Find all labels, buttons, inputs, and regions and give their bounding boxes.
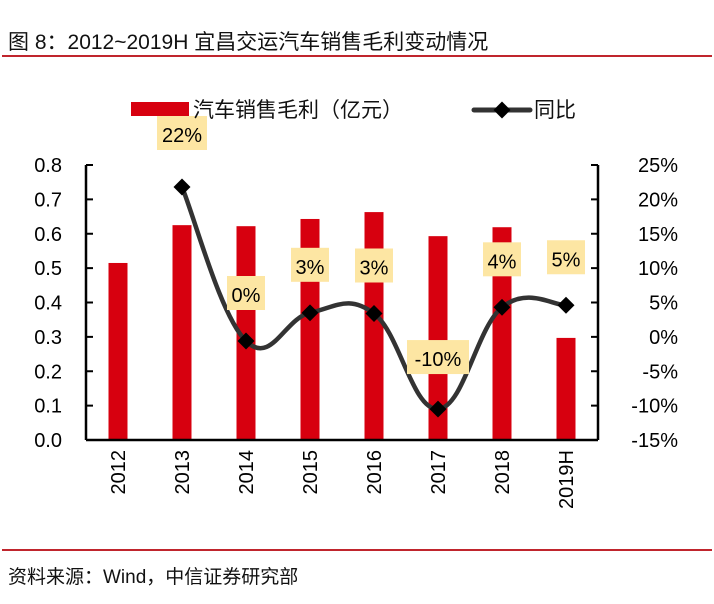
right-tick-label: 20% [638, 189, 678, 211]
bar-2016 [364, 212, 384, 440]
x-tick-label: 2017 [428, 450, 450, 495]
left-tick-label: 0.0 [34, 430, 62, 452]
x-tick-label: 2018 [492, 450, 514, 495]
source-note: 资料来源：Wind，中信证券研究部 [8, 567, 299, 588]
x-tick-label: 2014 [236, 450, 258, 495]
right-tick-label: -15% [631, 430, 678, 452]
data-label-box [547, 240, 585, 275]
data-label-2016: 3% [360, 258, 389, 280]
x-tick-label: 2016 [364, 450, 386, 495]
legend-marker [493, 101, 511, 119]
x-tick-label: 2019H [556, 450, 578, 509]
data-label-box [407, 340, 469, 375]
yoy-marker-2017 [429, 400, 447, 418]
right-tick-label: 5% [649, 293, 678, 315]
left-tick-label: 0.1 [34, 396, 62, 418]
left-tick-label: 0.4 [34, 293, 62, 315]
yoy-marker-2014 [237, 332, 255, 350]
yoy-marker-2019H [557, 296, 575, 314]
footer-divider [2, 549, 712, 551]
left-tick-label: 0.6 [34, 224, 62, 246]
right-tick-label: 15% [638, 224, 678, 246]
data-label-box [483, 242, 521, 277]
data-label-2015: 3% [296, 257, 325, 279]
figure-title: 图 8：2012~2019H 宜昌交运汽车销售毛利变动情况 [8, 31, 489, 54]
yoy-marker-2015 [301, 304, 319, 322]
data-label-2018: 4% [488, 251, 517, 273]
left-tick-label: 0.7 [34, 189, 62, 211]
left-tick-label: 0.5 [34, 258, 62, 280]
x-tick-label: 2013 [172, 450, 194, 495]
bar-2017 [428, 236, 448, 440]
data-label-2014: 0% [232, 285, 261, 307]
left-tick-label: 0.8 [34, 155, 62, 177]
legend-label-bar: 汽车销售毛利（亿元） [193, 99, 403, 122]
data-label-2013: 22% [162, 125, 202, 147]
bar-2013 [172, 225, 192, 440]
left-tick-label: 0.2 [34, 361, 62, 383]
x-tick-label: 2015 [300, 450, 322, 495]
right-tick-label: -10% [631, 396, 678, 418]
yoy-marker-2013 [173, 178, 191, 196]
data-label-2017: -10% [415, 349, 462, 371]
title-divider [2, 55, 712, 57]
bar-2012 [108, 262, 128, 440]
right-tick-label: -5% [642, 361, 678, 383]
right-tick-label: 25% [638, 155, 678, 177]
yoy-marker-2016 [365, 305, 383, 322]
legend-swatch-bar [131, 102, 189, 116]
yoy-marker-2018 [493, 298, 511, 316]
bar-2018 [492, 227, 512, 440]
data-label-box [227, 276, 265, 310]
left-tick-label: 0.3 [34, 327, 62, 349]
legend-label-line: 同比 [534, 99, 576, 122]
right-tick-label: 0% [649, 327, 678, 349]
data-label-box [157, 116, 207, 150]
data-label-box [291, 247, 329, 282]
data-label-box [355, 248, 393, 283]
x-tick-label: 2012 [108, 450, 130, 495]
bar-2019H [556, 337, 576, 440]
data-label-2019H: 5% [552, 249, 581, 271]
right-tick-label: 10% [638, 258, 678, 280]
